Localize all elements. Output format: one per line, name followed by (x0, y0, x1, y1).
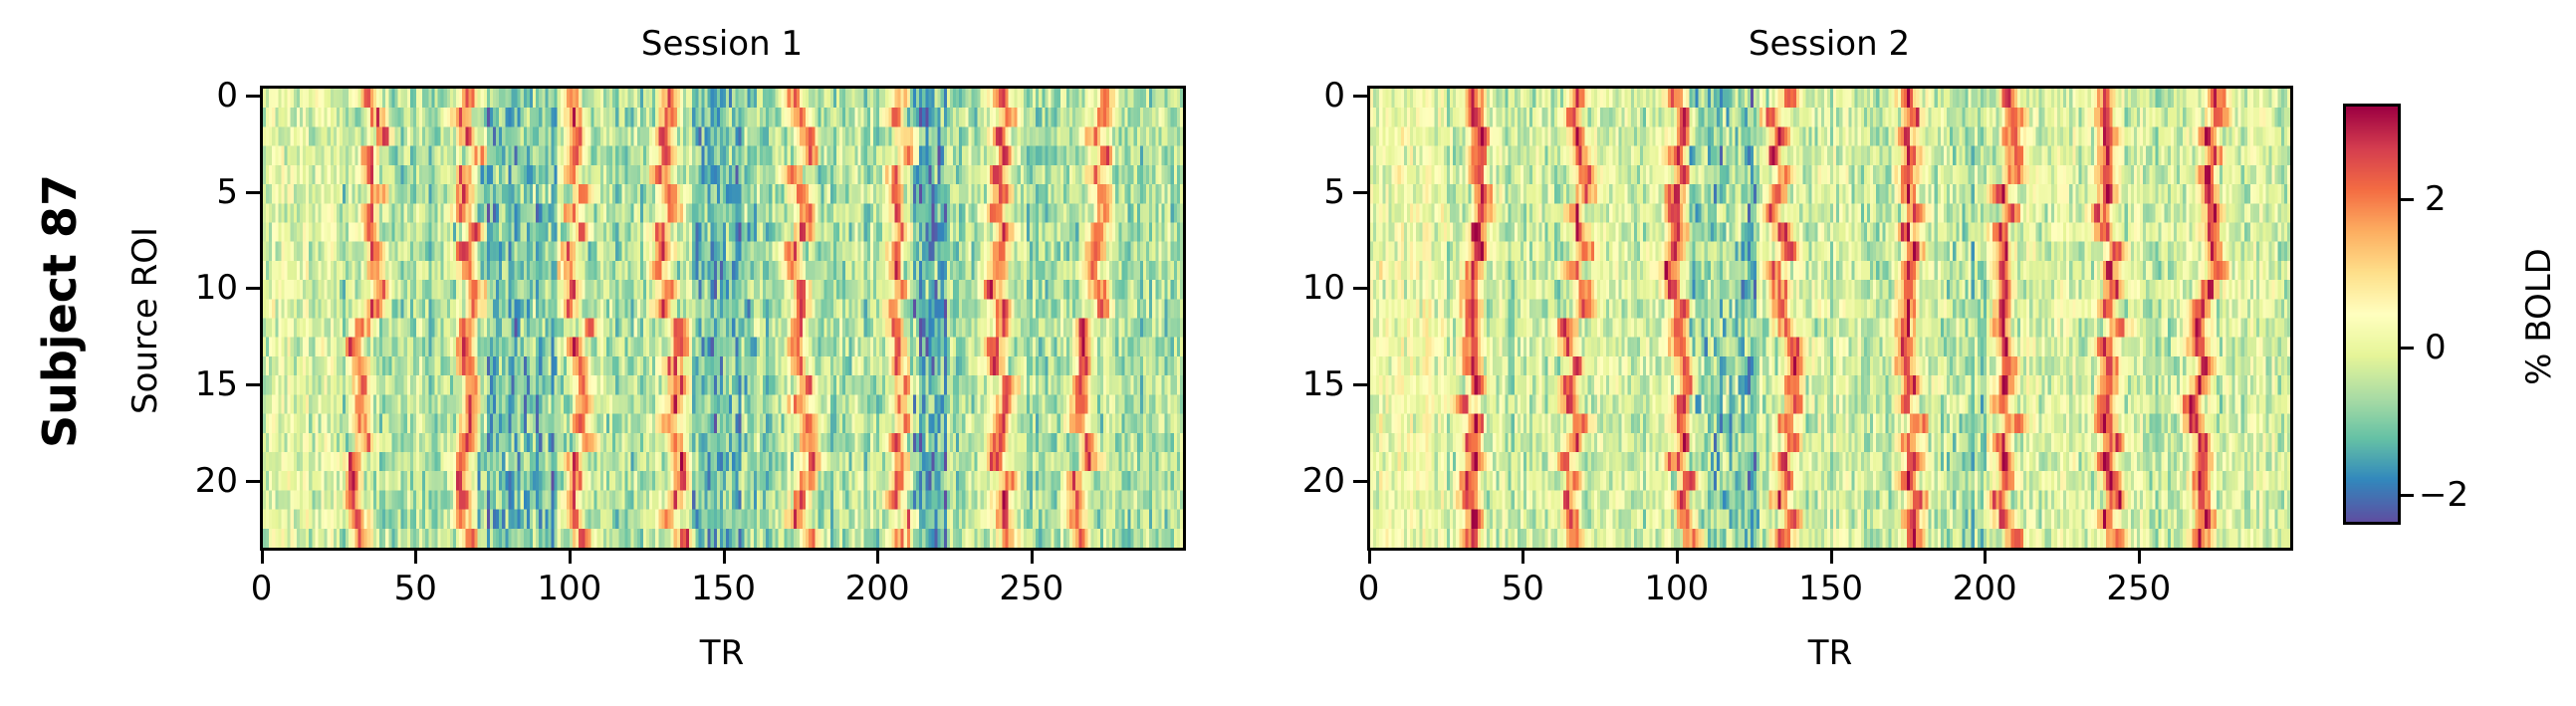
session-2-ytick-label: 5 (1323, 171, 1345, 212)
colorbar-tick-label: 0 (2425, 327, 2447, 367)
session-2-ytick (1353, 383, 1367, 387)
session-1-xtick-label: 150 (691, 569, 756, 608)
colorbar-tick (2400, 494, 2414, 498)
session-1-xtick-label: 100 (537, 569, 602, 608)
session-1-heatmap-canvas (263, 89, 1183, 548)
colorbar-gradient (2346, 107, 2398, 522)
session-1-xtick (1030, 550, 1034, 564)
session-1-ytick (246, 480, 260, 484)
session-2-ytick-label: 15 (1301, 364, 1345, 405)
session-2-xtick-label: 200 (1952, 569, 2017, 608)
session-2-ytick-label: 10 (1301, 268, 1345, 309)
session-2-xtick (2137, 550, 2141, 564)
session-2-ytick (1353, 94, 1367, 98)
session-1-xtick-label: 50 (393, 569, 437, 608)
session-2-xtick (1367, 550, 1371, 564)
session-1-xtick (414, 550, 418, 564)
colorbar (2343, 104, 2401, 525)
session-2-xtick (1522, 550, 1525, 564)
session-1-title: Session 1 (640, 24, 804, 64)
colorbar-tick (2400, 198, 2414, 202)
colorbar-label: % BOLD (2519, 248, 2559, 385)
session-2-ytick (1353, 287, 1367, 291)
session-1-xtick-label: 250 (999, 569, 1064, 608)
session-2-xtick-label: 250 (2106, 569, 2172, 608)
session-2-heatmap-canvas (1370, 89, 2290, 548)
colorbar-tick-label: 2 (2425, 179, 2447, 220)
session-1-ytick-label: 10 (194, 268, 238, 309)
session-2-title: Session 2 (1748, 24, 1911, 64)
session-1-ytick (246, 383, 260, 387)
session-1-xtick-label: 0 (250, 569, 273, 608)
session-1-ytick-label: 15 (194, 364, 238, 405)
y-axis-label: Source ROI (125, 227, 165, 414)
session-1-xtick-label: 200 (844, 569, 910, 608)
session-1-x-axis-label: TR (699, 633, 745, 673)
session-1-ytick (246, 94, 260, 98)
session-2-ytick-label: 20 (1301, 461, 1345, 502)
session-2-ytick (1353, 480, 1367, 484)
colorbar-tick (2400, 346, 2414, 350)
session-2-xtick (1984, 550, 1988, 564)
session-2-xtick-label: 0 (1357, 569, 1380, 608)
session-1-ytick-label: 20 (194, 461, 238, 502)
session-2-xtick-label: 50 (1501, 569, 1544, 608)
colorbar-tick-label: −2 (2419, 475, 2469, 516)
session-2-heatmap[interactable] (1367, 86, 2293, 551)
session-2-xtick-label: 100 (1644, 569, 1710, 608)
session-1-xtick (260, 550, 264, 564)
session-1-xtick (568, 550, 572, 564)
session-1-xtick (722, 550, 726, 564)
session-2-ytick-label: 0 (1323, 75, 1345, 116)
session-2-xtick (1675, 550, 1679, 564)
session-2-xtick-label: 150 (1798, 569, 1863, 608)
session-2-xtick (1829, 550, 1833, 564)
session-1-heatmap[interactable] (260, 86, 1186, 551)
session-1-xtick (876, 550, 880, 564)
session-2-x-axis-label: TR (1807, 633, 1853, 673)
session-1-ytick (246, 190, 260, 194)
subject-label: Subject 87 (33, 173, 87, 448)
session-1-ytick (246, 287, 260, 291)
session-2-ytick (1353, 190, 1367, 194)
session-1-ytick-label: 0 (216, 75, 238, 116)
session-1-ytick-label: 5 (216, 171, 238, 212)
